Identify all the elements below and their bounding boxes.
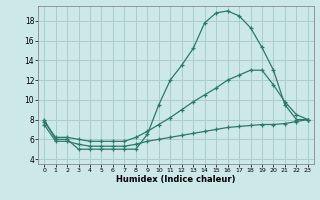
X-axis label: Humidex (Indice chaleur): Humidex (Indice chaleur) xyxy=(116,175,236,184)
